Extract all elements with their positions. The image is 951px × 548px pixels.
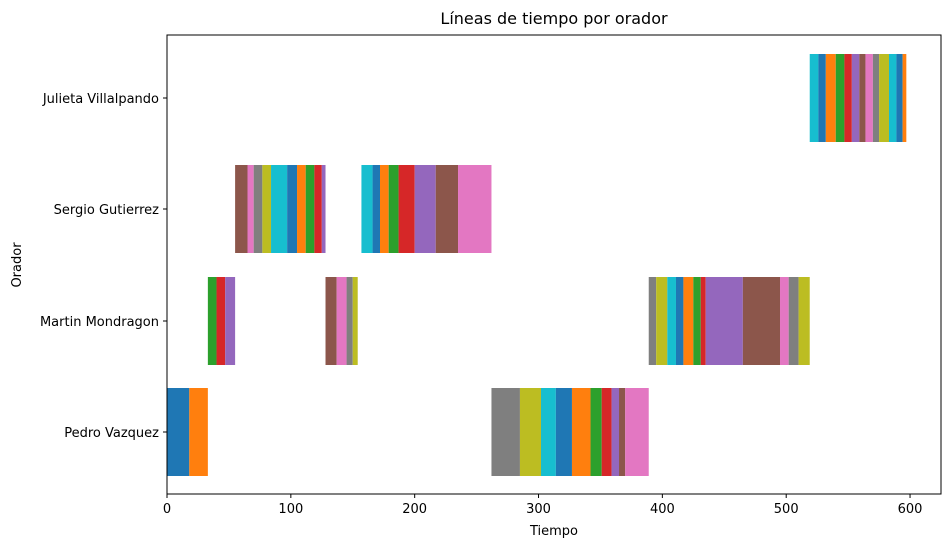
y-axis-ticks: Pedro Vazquez Martin Mondragon Sergio Guti… [40, 92, 167, 441]
segment-bar [625, 388, 649, 476]
segment-bar [372, 165, 381, 253]
segment-bar [235, 165, 248, 253]
segment-bar [780, 277, 789, 365]
segment-bar [325, 277, 337, 365]
y-axis-label: Orador [10, 242, 25, 288]
segment-bar [705, 277, 743, 365]
segment-bar [271, 165, 288, 253]
y-tick-label: Sergio Gutierrez [54, 203, 160, 218]
y-tick-label: Pedro Vazquez [64, 426, 159, 441]
segment-bar [189, 388, 208, 476]
segment-bar [667, 277, 676, 365]
chart-title: Líneas de tiempo por orador [440, 9, 668, 28]
y-tick-label: Julieta Villalpando [42, 92, 159, 107]
segment-bar [798, 277, 810, 365]
segment-bar [361, 165, 373, 253]
segment-bar [902, 54, 907, 142]
segment-bar [398, 165, 415, 253]
segment-bar [414, 165, 436, 253]
segment-bar [742, 277, 781, 365]
segment-bar [253, 165, 263, 253]
segment-bar [555, 388, 572, 476]
segment-bar [818, 54, 826, 142]
segment-bar [346, 277, 353, 365]
segment-bar [872, 54, 880, 142]
segment-bar [216, 277, 226, 365]
segment-bar [809, 54, 819, 142]
segment-bar [380, 165, 389, 253]
segment-bar [611, 388, 620, 476]
segment-bar [207, 277, 217, 365]
segment-bar [859, 54, 866, 142]
segment-bar [683, 277, 694, 365]
segment-bar [262, 165, 272, 253]
segment-bar [287, 165, 298, 253]
x-tick-label: 400 [650, 502, 675, 517]
segment-bar [458, 165, 492, 253]
segment-bar [590, 388, 602, 476]
segment-bar [305, 165, 315, 253]
x-tick-label: 600 [898, 502, 923, 517]
segment-bar [491, 388, 520, 476]
segment-bar [693, 277, 701, 365]
segment-bar [435, 165, 459, 253]
x-tick-label: 0 [163, 502, 171, 517]
segment-bar [336, 277, 347, 365]
x-tick-label: 200 [402, 502, 427, 517]
segment-bar [835, 54, 845, 142]
plot-frame [166, 34, 942, 495]
segment-bar [571, 388, 591, 476]
segment-bar [247, 165, 254, 253]
segment-bar [314, 165, 322, 253]
x-axis-ticks: 0 100 200 300 400 500 600 [163, 494, 923, 517]
segment-bar [648, 277, 657, 365]
segment-bar [896, 54, 903, 142]
segment-bar [519, 388, 541, 476]
x-tick-label: 100 [278, 502, 303, 517]
x-tick-label: 300 [526, 502, 551, 517]
segments-layer [167, 54, 907, 476]
segment-bar [601, 388, 612, 476]
segment-bar [619, 388, 626, 476]
segment-bar [297, 165, 306, 253]
segment-bar [656, 277, 668, 365]
segment-bar [167, 388, 190, 476]
x-axis-label: Tiempo [529, 524, 578, 539]
segment-bar [321, 165, 326, 253]
segment-bar [700, 277, 706, 365]
segment-bar [825, 54, 836, 142]
x-tick-label: 500 [774, 502, 799, 517]
segment-bar [844, 54, 852, 142]
y-tick-label: Martin Mondragon [40, 315, 159, 330]
segment-bar [888, 54, 897, 142]
segment-bar [879, 54, 889, 142]
segment-bar [225, 277, 236, 365]
segment-bar [352, 277, 358, 365]
segment-bar [788, 277, 799, 365]
segment-bar [540, 388, 556, 476]
segment-bar [865, 54, 873, 142]
segment-bar [675, 277, 684, 365]
segment-bar [388, 165, 399, 253]
segment-bar [851, 54, 860, 142]
